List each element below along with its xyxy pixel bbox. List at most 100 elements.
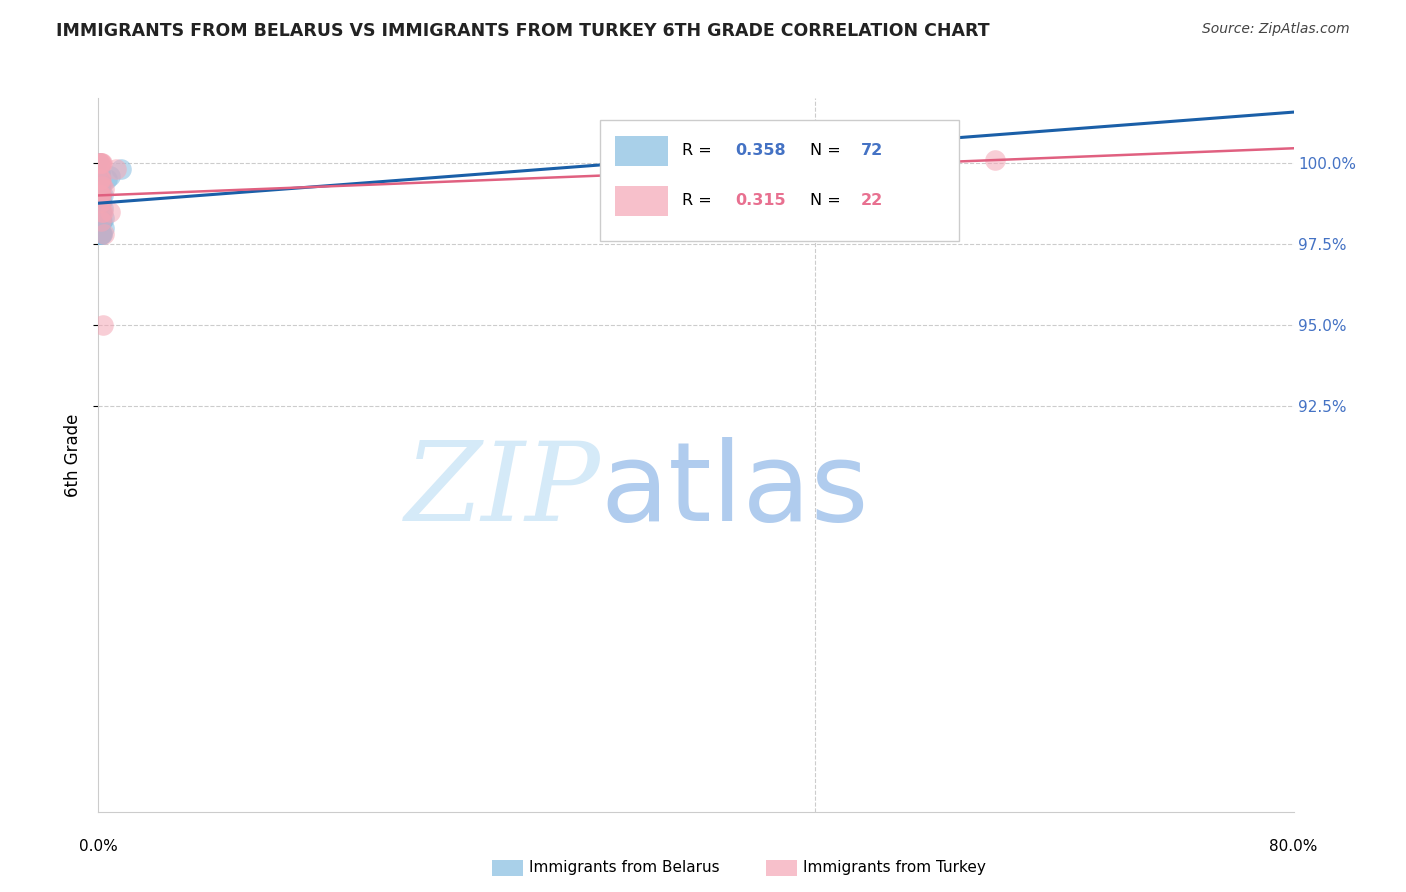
Point	[89, 227, 111, 242]
Point	[89, 194, 111, 209]
Point	[87, 214, 110, 228]
Point	[90, 214, 112, 228]
Point	[87, 227, 110, 242]
Point	[90, 227, 112, 242]
Text: 80.0%: 80.0%	[1270, 839, 1317, 855]
Point	[90, 214, 112, 228]
Point	[93, 220, 115, 235]
Text: ZIP: ZIP	[405, 437, 600, 544]
Point	[110, 162, 132, 177]
Point	[89, 188, 111, 202]
Point	[90, 227, 112, 242]
Point	[89, 178, 111, 193]
Point	[89, 159, 111, 173]
Point	[89, 188, 111, 202]
Text: Immigrants from Belarus: Immigrants from Belarus	[529, 861, 720, 875]
Point	[93, 227, 115, 242]
Point	[90, 214, 112, 228]
Point	[89, 227, 111, 242]
Point	[90, 194, 112, 209]
Point	[90, 188, 112, 202]
Text: 0.315: 0.315	[735, 194, 786, 209]
Point	[91, 227, 114, 242]
Point	[89, 178, 111, 193]
Point	[89, 188, 111, 202]
Text: Source: ZipAtlas.com: Source: ZipAtlas.com	[1202, 22, 1350, 37]
FancyBboxPatch shape	[614, 186, 668, 216]
Point	[89, 194, 111, 209]
Text: 0.358: 0.358	[735, 144, 786, 159]
Text: 0.0%: 0.0%	[79, 839, 118, 855]
Point	[90, 204, 112, 219]
Point	[87, 178, 110, 193]
Point	[89, 156, 111, 170]
Point	[89, 204, 111, 219]
Point	[89, 204, 111, 219]
Point	[91, 178, 114, 193]
FancyBboxPatch shape	[600, 120, 959, 241]
Point	[89, 159, 111, 173]
Point	[89, 172, 111, 186]
Point	[89, 194, 111, 209]
Point	[87, 156, 110, 170]
Point	[89, 214, 111, 228]
Point	[89, 214, 111, 228]
Point	[89, 172, 111, 186]
Point	[89, 214, 111, 228]
Point	[89, 178, 111, 193]
Point	[89, 194, 111, 209]
Point	[90, 172, 112, 186]
Text: IMMIGRANTS FROM BELARUS VS IMMIGRANTS FROM TURKEY 6TH GRADE CORRELATION CHART: IMMIGRANTS FROM BELARUS VS IMMIGRANTS FR…	[56, 22, 990, 40]
Point	[626, 156, 648, 170]
Point	[91, 204, 114, 219]
Point	[90, 194, 112, 209]
Point	[89, 172, 111, 186]
Point	[89, 172, 111, 186]
Point	[91, 188, 114, 202]
Point	[89, 156, 111, 170]
FancyBboxPatch shape	[614, 136, 668, 166]
Point	[96, 172, 118, 186]
Point	[87, 172, 110, 186]
Point	[89, 214, 111, 228]
Point	[89, 188, 111, 202]
Point	[90, 214, 112, 228]
Point	[90, 214, 112, 228]
Point	[90, 156, 112, 170]
Point	[89, 188, 111, 202]
Point	[90, 227, 112, 242]
Point	[89, 178, 111, 193]
Y-axis label: 6th Grade: 6th Grade	[63, 413, 82, 497]
Point	[91, 204, 114, 219]
Text: Immigrants from Turkey: Immigrants from Turkey	[803, 861, 986, 875]
Point	[89, 156, 111, 170]
Point	[90, 188, 112, 202]
Point	[91, 202, 114, 216]
Point	[89, 204, 111, 219]
Text: atlas: atlas	[600, 437, 869, 544]
Point	[89, 166, 111, 180]
Point	[89, 178, 111, 193]
Point	[89, 172, 111, 186]
Point	[90, 227, 112, 242]
Point	[90, 204, 112, 219]
Point	[89, 194, 111, 209]
Point	[89, 166, 111, 180]
Point	[87, 194, 110, 209]
Point	[89, 227, 111, 242]
Point	[89, 214, 111, 228]
Point	[89, 204, 111, 219]
Point	[100, 204, 122, 219]
Point	[91, 318, 114, 333]
Point	[89, 227, 111, 242]
Point	[93, 182, 115, 196]
Point	[89, 172, 111, 186]
Point	[87, 166, 110, 180]
Point	[89, 166, 111, 180]
Point	[89, 204, 111, 219]
Text: R =: R =	[682, 194, 717, 209]
Point	[89, 156, 111, 170]
Point	[100, 169, 122, 183]
Point	[984, 153, 1007, 167]
Point	[93, 211, 115, 226]
